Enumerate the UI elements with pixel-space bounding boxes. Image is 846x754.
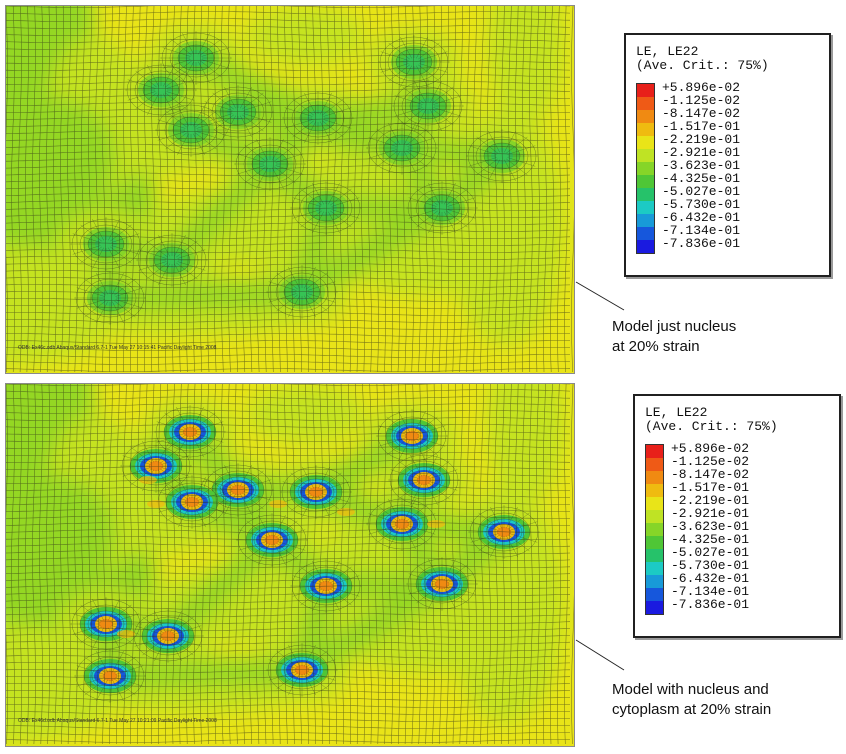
legend-value: -7.134e-01: [662, 223, 741, 238]
legend-swatch: [646, 562, 663, 575]
stress-concentration: [139, 476, 157, 484]
legend-value: -1.125e-02: [662, 93, 741, 108]
viewport-footer-text: ODB: Ex46d.odb Abaqus/Standard 6.7-1 Tue…: [18, 718, 217, 724]
caption-bottom-line2: cytoplasm at 20% strain: [612, 701, 772, 718]
nucleus-inclusion: [74, 271, 146, 325]
legend-swatch: [637, 110, 654, 123]
legend-swatch: [646, 536, 663, 549]
nucleus-inclusion: [125, 63, 197, 117]
legend-swatch: [646, 497, 663, 510]
legend-value: -1.125e-02: [671, 454, 750, 469]
legend-title-line2: (Ave. Crit.: 75%): [636, 58, 769, 73]
legend-value: -3.623e-01: [662, 158, 741, 173]
legend-swatch: [646, 510, 663, 523]
contour-plot-nucleus-cytoplasm: ODB: Ex46d.odb Abaqus/Standard 6.7-1 Tue…: [5, 383, 575, 747]
legend-swatch: [646, 523, 663, 536]
legend-color-scale: [645, 444, 664, 615]
legend-swatch: [646, 471, 663, 484]
caption-top: Model just nucleus at 20% strain: [612, 317, 736, 357]
viewport-footer-text: ODB: Ex46c.odb Abaqus/Standard 6.7-1 Tue…: [18, 345, 217, 351]
legend-value: -2.219e-01: [671, 493, 750, 508]
legend-swatch: [646, 575, 663, 588]
legend-swatch: [637, 227, 654, 240]
legend-title-line1: LE, LE22: [636, 44, 699, 59]
legend-title-line1: LE, LE22: [645, 405, 708, 420]
stress-concentration: [427, 520, 445, 528]
legend-value: -2.921e-01: [671, 506, 750, 521]
stress-concentration: [337, 508, 355, 516]
legend-value: -5.027e-01: [671, 545, 750, 560]
legend-title-line2: (Ave. Crit.: 75%): [645, 419, 778, 434]
legend-value: -1.517e-01: [671, 480, 750, 495]
legend-swatch: [637, 214, 654, 227]
legend-value: -2.921e-01: [662, 145, 741, 160]
legend-swatch: [637, 201, 654, 214]
caption-leader-line-bottom: [575, 639, 625, 671]
cell-inclusion: [236, 513, 308, 567]
legend-value: -4.325e-01: [662, 171, 741, 186]
legend-value: -2.219e-01: [662, 132, 741, 147]
legend-value: -1.517e-01: [662, 119, 741, 134]
cell-inclusion: [406, 557, 478, 611]
legend-values: +5.896e-02 -1.125e-02 -8.147e-02 -1.517e-01…: [662, 81, 740, 250]
cell-inclusion: [70, 597, 142, 651]
caption-bottom: Model with nucleus and cytoplasm at 20% …: [612, 680, 771, 720]
legend-color-scale: [636, 83, 655, 254]
fe-mesh-grid: [6, 384, 574, 745]
mesh-strain-field-bottom: ODB: Ex46d.odb Abaqus/Standard 6.7-1 Tue…: [6, 384, 574, 746]
fe-mesh-grid: [6, 6, 574, 373]
mesh-strain-field-top: ODB: Ex46c.odb Abaqus/Standard 6.7-1 Tue…: [6, 6, 574, 373]
legend-value: -5.730e-01: [671, 558, 750, 573]
legend-swatch: [637, 149, 654, 162]
legend-value: -8.147e-02: [662, 106, 741, 121]
caption-top-line2: at 20% strain: [612, 338, 700, 355]
legend-swatch: [646, 588, 663, 601]
stress-concentration: [147, 500, 165, 508]
stress-concentration: [269, 500, 287, 508]
caption-top-line1: Model just nucleus: [612, 318, 737, 335]
cell-inclusion: [202, 463, 274, 517]
legend-value: -3.623e-01: [671, 519, 750, 534]
legend-swatch: [646, 484, 663, 497]
legend-value: -7.836e-01: [671, 597, 750, 612]
cell-inclusion: [156, 475, 228, 529]
caption-leader-line-top: [575, 281, 625, 311]
legend-swatch: [637, 162, 654, 175]
legend-swatch: [646, 601, 663, 614]
cell-inclusion: [376, 409, 448, 463]
legend-swatch: [646, 549, 663, 562]
legend-swatch: [637, 188, 654, 201]
legend-swatch: [637, 123, 654, 136]
legend-value: -7.836e-01: [662, 236, 741, 251]
legend-value: -7.134e-01: [671, 584, 750, 599]
legend-top: LE, LE22 (Ave. Crit.: 75%) +5.896e-02 -1.…: [624, 33, 831, 277]
contour-plot-nucleus-only: ODB: Ex46c.odb Abaqus/Standard 6.7-1 Tue…: [5, 5, 575, 374]
legend-swatch: [637, 97, 654, 110]
legend-bottom: LE, LE22 (Ave. Crit.: 75%) +5.896e-02 -1.…: [633, 394, 841, 638]
legend-value: +5.896e-02: [671, 441, 750, 456]
legend-value: -6.432e-01: [662, 210, 741, 225]
legend-swatch: [637, 84, 654, 97]
legend-value: -4.325e-01: [671, 532, 750, 547]
legend-value: -8.147e-02: [671, 467, 750, 482]
legend-swatch: [637, 240, 654, 253]
legend-value: -5.730e-01: [662, 197, 741, 212]
legend-value: -5.027e-01: [662, 184, 741, 199]
legend-swatch: [646, 458, 663, 471]
legend-swatch: [637, 136, 654, 149]
nucleus-inclusion: [234, 137, 306, 191]
legend-value: +5.896e-02: [662, 80, 741, 95]
legend-swatch: [637, 175, 654, 188]
legend-swatch: [646, 445, 663, 458]
legend-values: +5.896e-02 -1.125e-02 -8.147e-02 -1.517e-01…: [671, 442, 749, 611]
caption-bottom-line1: Model with nucleus and: [612, 681, 769, 698]
legend-value: -6.432e-01: [671, 571, 750, 586]
